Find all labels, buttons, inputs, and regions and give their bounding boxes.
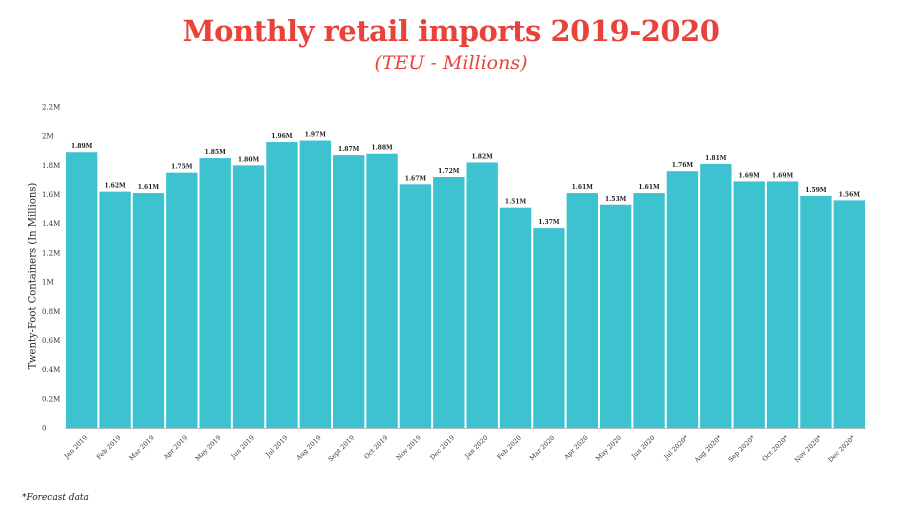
bar <box>833 200 865 428</box>
y-tick-label: 0 <box>42 425 46 433</box>
data-label: 1.85M <box>205 149 227 156</box>
bar <box>733 181 765 428</box>
y-tick-label: 1.6M <box>42 191 60 199</box>
y-axis-ticks: 0 0.2M 0.4M 0.6M 0.8M 1M 1.2M 1.4M 1.6M 1.8M 2M 2.2… <box>42 104 60 433</box>
bar <box>766 181 799 428</box>
x-tick-label: Sep 2020* <box>727 433 757 463</box>
data-label: 1.56M <box>839 191 861 198</box>
data-label: 1.88M <box>371 145 393 152</box>
x-axis-ticks: Jan 2019 Feb 2019 Mar 2019 Apr 2019 May 2019… <box>62 433 857 465</box>
x-tick-label: Feb 2019 <box>95 434 122 461</box>
bar <box>366 153 398 428</box>
x-tick-label: Dec 2019 <box>428 434 456 462</box>
chart-subtitle: (TEU - Millions) <box>374 52 528 74</box>
data-label: 1.69M <box>772 172 794 179</box>
data-label: 1.69M <box>739 172 761 179</box>
data-label: 1.59M <box>805 187 827 194</box>
bar <box>700 163 732 428</box>
bar <box>299 140 331 429</box>
x-tick-label: Nov 2019 <box>395 434 423 462</box>
bar <box>466 162 498 429</box>
data-label: 1.61M <box>638 184 660 191</box>
chart-title: Monthly retail imports 2019-2020 <box>182 14 720 48</box>
bar <box>633 193 665 428</box>
data-label: 1.76M <box>672 162 694 169</box>
bar <box>199 158 231 428</box>
x-tick-label: May 2020 <box>594 434 623 463</box>
bar <box>166 172 198 428</box>
x-tick-label: Oct 2020* <box>761 433 791 463</box>
bar <box>66 152 98 428</box>
y-tick-label: 1.2M <box>42 249 60 257</box>
data-label: 1.51M <box>505 199 527 206</box>
y-tick-label: 0.6M <box>42 337 60 345</box>
bar <box>333 155 365 428</box>
data-label: 1.89M <box>71 143 93 150</box>
x-tick-label: Jan 2020 <box>463 434 490 461</box>
data-label: 1.53M <box>605 196 627 203</box>
bar <box>266 142 298 428</box>
bars <box>66 140 865 429</box>
y-tick-label: 1M <box>42 279 54 287</box>
x-tick-label: Jul 2020* <box>662 433 691 462</box>
x-tick-label: Feb 2020 <box>496 434 523 461</box>
x-tick-label: Nov 2020* <box>793 433 824 464</box>
x-tick-label: Jan 2019 <box>62 434 89 461</box>
x-tick-label: Mar 2019 <box>127 434 155 462</box>
y-tick-label: 1.4M <box>42 220 60 228</box>
data-label: 1.61M <box>572 184 594 191</box>
data-labels: 1.89M 1.62M 1.61M 1.75M 1.85M 1.80M 1.96M 1.97M… <box>71 132 860 227</box>
y-tick-label: 0.8M <box>42 308 60 316</box>
data-label: 1.67M <box>405 175 427 182</box>
bar <box>566 193 598 428</box>
data-label: 1.75M <box>171 164 193 171</box>
x-tick-label: Jul 2019 <box>264 434 290 460</box>
data-label: 1.72M <box>438 168 460 175</box>
data-label: 1.80M <box>238 156 260 163</box>
y-tick-label: 2M <box>42 133 54 141</box>
data-label: 1.62M <box>104 183 126 190</box>
x-tick-label: Apr 2020 <box>562 434 590 462</box>
bar <box>800 196 832 428</box>
bar <box>600 204 632 428</box>
bar <box>533 228 565 428</box>
x-tick-label: Apr 2019 <box>161 434 189 462</box>
data-label: 1.37M <box>538 219 560 226</box>
bar <box>232 165 265 428</box>
data-label: 1.61M <box>138 184 160 191</box>
data-label: 1.96M <box>271 133 293 140</box>
data-label: 1.97M <box>305 132 327 139</box>
x-tick-label: Aug 2020* <box>692 433 724 465</box>
x-tick-label: Mar 2020 <box>528 434 556 462</box>
x-tick-label: May 2019 <box>194 434 223 463</box>
bar <box>666 171 699 428</box>
y-tick-label: 2.2M <box>42 104 60 112</box>
bar <box>132 193 165 428</box>
data-label: 1.87M <box>338 146 360 153</box>
bar <box>433 177 465 428</box>
bar <box>499 207 532 428</box>
y-tick-label: 0.4M <box>42 366 60 374</box>
footnote: *Forecast data <box>22 493 89 503</box>
data-label: 1.81M <box>705 155 727 162</box>
x-tick-label: Dec 2020* <box>827 433 858 464</box>
y-tick-label: 0.2M <box>42 395 60 403</box>
data-label: 1.82M <box>472 153 494 160</box>
x-tick-label: Oct 2019 <box>362 434 389 461</box>
bar <box>99 191 131 428</box>
x-tick-label: Jun 2020 <box>629 434 656 461</box>
y-tick-label: 1.8M <box>42 162 60 170</box>
bar <box>399 184 432 428</box>
x-tick-label: Aug 2019 <box>294 434 323 463</box>
x-tick-label: Jun 2019 <box>229 434 256 461</box>
x-tick-label: Sept 2019 <box>327 434 356 463</box>
